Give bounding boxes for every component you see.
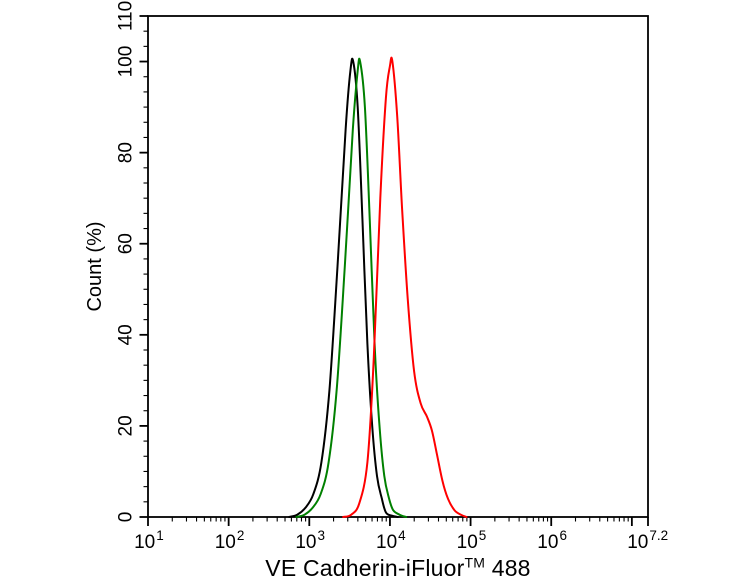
y-tick-label: 20	[116, 415, 137, 436]
x-tick-label: 104	[376, 528, 406, 553]
x-tick-label: 107.2	[627, 528, 668, 553]
y-tick-label: 110	[116, 1, 137, 31]
series-black-curve	[288, 57, 399, 518]
x-axis-title: VE Cadherin-iFluorTM 488	[148, 555, 648, 582]
series-red-curve	[342, 56, 468, 518]
x-tick-label: 101	[134, 528, 164, 553]
y-axis-label: Count (%)	[84, 221, 106, 311]
x-tick-label: 105	[457, 528, 487, 553]
x-tick-label: 102	[215, 528, 245, 553]
y-tick-label: 100	[116, 46, 137, 78]
x-tick-label: 103	[295, 528, 325, 553]
x-axis-title-main: VE Cadherin-iFluor	[265, 555, 465, 581]
x-axis-title-trademark: TM	[464, 554, 486, 571]
y-tick-label: 40	[116, 324, 137, 345]
series-green-curve	[295, 57, 408, 518]
y-tick-label: 80	[116, 142, 137, 163]
x-tick-label: 106	[537, 528, 567, 553]
x-axis-title-suffix: 488	[485, 555, 531, 581]
y-tick-label: 0	[116, 512, 137, 523]
y-tick-label: 60	[116, 233, 137, 254]
plot-frame	[147, 15, 649, 518]
